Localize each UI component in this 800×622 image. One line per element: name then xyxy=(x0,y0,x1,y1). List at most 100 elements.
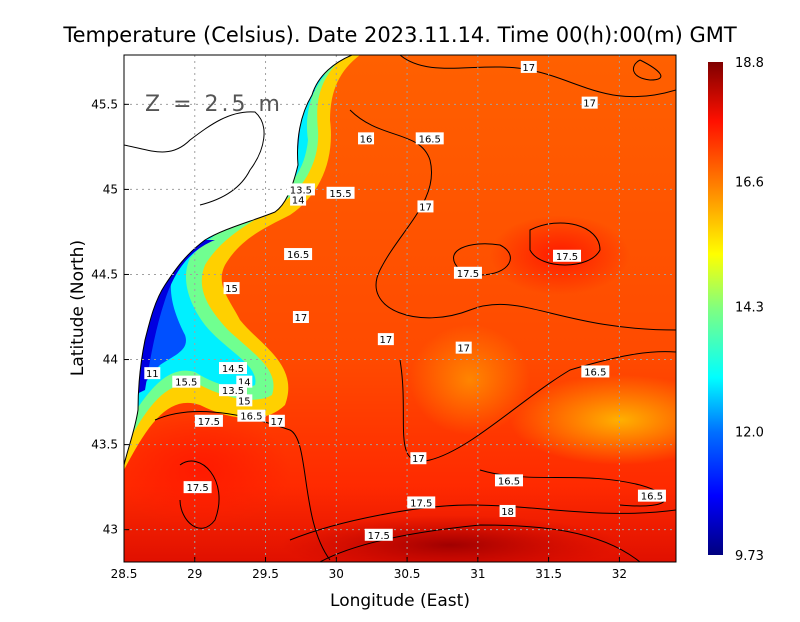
contour-label: 15.5 xyxy=(326,186,355,200)
contour-label-bg xyxy=(218,384,247,397)
contour-label-bg xyxy=(218,362,247,375)
contour-label: 16.5 xyxy=(237,409,266,423)
contour-label-text: 15 xyxy=(225,284,238,295)
contour-label-bg xyxy=(358,132,375,145)
contour-label: 15.5 xyxy=(172,375,201,389)
y-tick-label: 43 xyxy=(103,523,118,537)
contour-label-text: 16.5 xyxy=(641,492,663,503)
grid xyxy=(124,55,676,562)
contour-label: 16.5 xyxy=(637,489,666,503)
contour-label-text: 16.5 xyxy=(287,250,309,261)
contour-label-text: 17.5 xyxy=(368,531,390,542)
contour-label-bg xyxy=(494,474,523,487)
warm-anomaly-east xyxy=(510,375,676,465)
warm-south xyxy=(280,515,620,562)
contour-label-bg xyxy=(553,249,582,262)
contour-label-text: 18 xyxy=(501,507,514,518)
contour-label-bg xyxy=(183,481,212,494)
contour-label: 17.5 xyxy=(553,249,582,263)
contour-label: 13.5 xyxy=(218,384,247,397)
contour-label-text: 14 xyxy=(238,378,251,389)
contour-label-text: 17 xyxy=(379,335,392,346)
contour-label-bg xyxy=(268,414,285,427)
contour-label-text: 17.5 xyxy=(410,498,432,509)
contour-label: 16 xyxy=(358,132,375,145)
contour-label-text: 17.5 xyxy=(556,252,578,263)
contour-label-bg xyxy=(292,311,309,324)
colorbar-label: 16.6 xyxy=(735,176,764,191)
x-tick-label: 30 xyxy=(329,567,344,581)
border-line xyxy=(124,111,265,206)
contour-label: 13.5 xyxy=(286,183,315,196)
contour-label-bg xyxy=(455,341,472,354)
contour-label-bg xyxy=(236,394,253,407)
plot-frame xyxy=(123,54,677,563)
contour-label-bg xyxy=(364,528,393,541)
contour-label-bg xyxy=(417,200,434,213)
contour-label-bg xyxy=(377,333,394,346)
contour-label-text: 17 xyxy=(522,63,535,74)
axis-ticks: 28.5 29 29.5 30 30.5 31 31.5 32 45.5 45 44.5 44 43.5… xyxy=(91,97,627,581)
contour-label-bg xyxy=(499,504,516,517)
contour-label: 18 xyxy=(499,504,516,518)
contour-label-text: 17 xyxy=(457,344,470,355)
contour-label-bg xyxy=(415,132,444,145)
contour-label: 17 xyxy=(268,414,285,428)
coastline xyxy=(124,55,353,466)
contour-label-bg xyxy=(520,60,537,73)
colorbar-label: 12.0 xyxy=(735,426,764,441)
contour-label-text: 17 xyxy=(583,99,596,110)
contour-label: 17.5 xyxy=(453,266,482,280)
contour-label-text: 15.5 xyxy=(329,189,351,200)
contour-label-bg xyxy=(637,489,666,502)
x-tick-label: 28.5 xyxy=(111,567,138,581)
contour-label-bg xyxy=(410,452,427,465)
warm-southwest xyxy=(124,410,290,530)
contour-label: 17 xyxy=(417,200,434,213)
contour-label-bg xyxy=(581,96,598,109)
y-tick-label: 43.5 xyxy=(91,438,118,452)
contour-label-bg xyxy=(407,496,436,509)
x-tick-label: 31.5 xyxy=(535,567,562,581)
contour-label-text: 13.5 xyxy=(222,386,244,397)
contour-label: 17 xyxy=(377,333,394,346)
contour-label-text: 17 xyxy=(412,454,425,465)
contour-label-bg xyxy=(286,183,315,196)
contour-label-text: 16.5 xyxy=(240,412,262,423)
contour-label-text: 17.5 xyxy=(457,269,479,280)
contour-label-text: 16 xyxy=(360,134,373,145)
x-axis-label: Longitude (East) xyxy=(330,591,470,611)
depth-annotation: Z = 2.5 m xyxy=(145,92,283,117)
contour-label: 17 xyxy=(455,341,472,355)
contour-label-text: 14.5 xyxy=(222,364,244,375)
y-tick-label: 44.5 xyxy=(91,267,118,281)
contour-label-bg xyxy=(290,193,307,206)
contour-label-text: 16.5 xyxy=(584,367,606,378)
colorbar-label: 18.8 xyxy=(735,56,764,71)
contour-label: 16.5 xyxy=(494,474,523,487)
colorbar-label: 9.73 xyxy=(735,549,764,564)
contour-label-text: 13.5 xyxy=(290,185,312,196)
contour-label: 17 xyxy=(520,60,537,74)
contour-label-text: 17 xyxy=(419,202,432,213)
contour-label: 14.5 xyxy=(218,362,247,375)
contour-label: 17.5 xyxy=(194,414,223,428)
contour-label-bg xyxy=(326,186,355,199)
y-tick-label: 45 xyxy=(103,182,118,196)
contour-label: 14 xyxy=(290,193,307,207)
contour-label: 17 xyxy=(292,311,309,324)
y-tick-label: 45.5 xyxy=(91,97,118,111)
x-tick-label: 31 xyxy=(470,567,485,581)
contour-label-bg xyxy=(581,365,610,378)
x-tick-label: 30.5 xyxy=(394,567,421,581)
cool-eddy xyxy=(410,325,530,435)
land xyxy=(124,55,352,465)
contour-label-bg xyxy=(453,266,482,279)
contour-label-bg xyxy=(223,282,240,295)
contour-label: 15 xyxy=(223,282,240,295)
contour-label-bg xyxy=(172,375,201,388)
contour-label: 17.5 xyxy=(364,528,393,542)
